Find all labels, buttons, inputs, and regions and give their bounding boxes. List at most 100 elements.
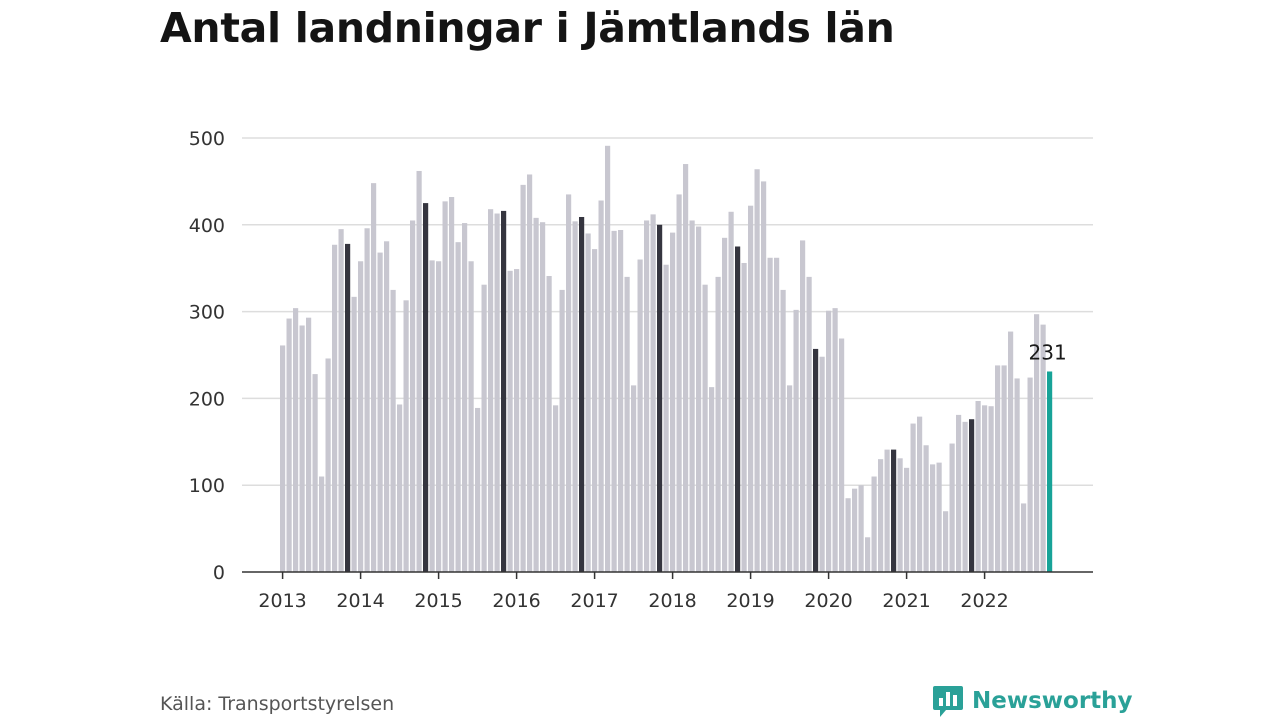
brand-name: Newsworthy	[972, 688, 1133, 714]
bars	[280, 145, 1053, 573]
bar	[995, 365, 1001, 572]
bar	[793, 309, 799, 572]
bar	[390, 289, 396, 572]
bar	[624, 276, 630, 572]
bar	[1008, 331, 1014, 572]
bar	[644, 220, 650, 572]
y-tick-label: 400	[189, 215, 225, 237]
bar	[806, 276, 812, 572]
x-tick-label: 2014	[336, 590, 384, 612]
source-note: Källa: Transportstyrelsen	[160, 693, 395, 715]
bar	[553, 405, 559, 572]
bar	[449, 197, 455, 572]
bar	[384, 241, 390, 573]
bar	[462, 223, 468, 572]
bar	[605, 145, 611, 572]
bar	[858, 485, 864, 572]
bar	[371, 183, 377, 572]
x-tick-label: 2017	[570, 590, 618, 612]
bar	[364, 228, 370, 572]
bar	[585, 233, 591, 573]
bar	[1034, 314, 1040, 572]
bar	[917, 416, 923, 572]
bar	[839, 338, 845, 572]
bar	[306, 317, 312, 572]
bar	[852, 488, 858, 572]
bar	[897, 458, 903, 572]
bar	[286, 318, 292, 572]
bar	[962, 421, 968, 572]
bar	[956, 414, 962, 572]
chart-title: Antal landningar i Jämtlands län	[160, 4, 895, 52]
bar	[332, 244, 338, 572]
bar	[748, 205, 754, 572]
brand-logo[interactable]: Newsworthy	[932, 684, 1133, 718]
bar	[884, 449, 890, 572]
bar	[559, 289, 565, 572]
x-tick-label: 2013	[258, 590, 306, 612]
x-tick-label: 2020	[804, 590, 852, 612]
bar	[436, 261, 442, 572]
bar	[800, 240, 806, 573]
bar	[943, 511, 949, 572]
bar	[312, 374, 318, 572]
bar	[761, 181, 767, 572]
bar-latest	[1047, 371, 1053, 572]
bar	[910, 423, 916, 572]
bar	[813, 348, 819, 572]
bar	[722, 237, 728, 572]
bar	[423, 203, 429, 572]
bar	[475, 407, 481, 572]
bar	[741, 262, 747, 572]
bar	[325, 358, 331, 572]
bar	[488, 209, 494, 572]
bar	[826, 310, 832, 572]
bar	[780, 289, 786, 572]
bar	[845, 498, 851, 572]
x-tick-label: 2016	[492, 590, 540, 612]
bar	[520, 184, 526, 572]
latest-value-label: 231	[1029, 340, 1067, 364]
bar	[930, 464, 936, 572]
bar	[631, 385, 637, 572]
bar	[319, 476, 325, 572]
bar	[663, 264, 669, 572]
bar	[683, 164, 689, 573]
bar	[592, 249, 598, 572]
bar	[293, 308, 299, 572]
bar	[410, 220, 416, 572]
bar	[514, 269, 520, 572]
bar	[1027, 377, 1033, 572]
bar	[416, 170, 422, 573]
bar	[1040, 324, 1046, 572]
bar	[338, 229, 344, 572]
bar	[442, 201, 448, 573]
bar	[507, 270, 513, 572]
x-tick-label: 2015	[414, 590, 462, 612]
bar	[403, 300, 409, 572]
bar	[715, 276, 721, 572]
x-tick-label: 2022	[960, 590, 1008, 612]
bar	[546, 276, 552, 572]
bar	[481, 284, 487, 572]
newsworthy-logo-icon	[933, 686, 963, 717]
bar	[702, 284, 708, 572]
bar	[689, 220, 695, 572]
bar	[891, 449, 897, 572]
bar	[637, 259, 643, 572]
bar	[754, 169, 760, 572]
bar	[787, 385, 793, 572]
bar	[429, 260, 435, 572]
bar	[735, 246, 741, 572]
y-tick-label: 200	[189, 388, 225, 410]
bar	[878, 459, 884, 572]
bar	[696, 226, 702, 573]
y-tick-label: 100	[189, 475, 225, 497]
x-tick-label: 2019	[726, 590, 774, 612]
bar	[676, 194, 682, 573]
bar	[904, 467, 910, 572]
bar	[611, 230, 617, 572]
bar	[618, 230, 624, 572]
y-tick-label: 300	[189, 302, 225, 324]
